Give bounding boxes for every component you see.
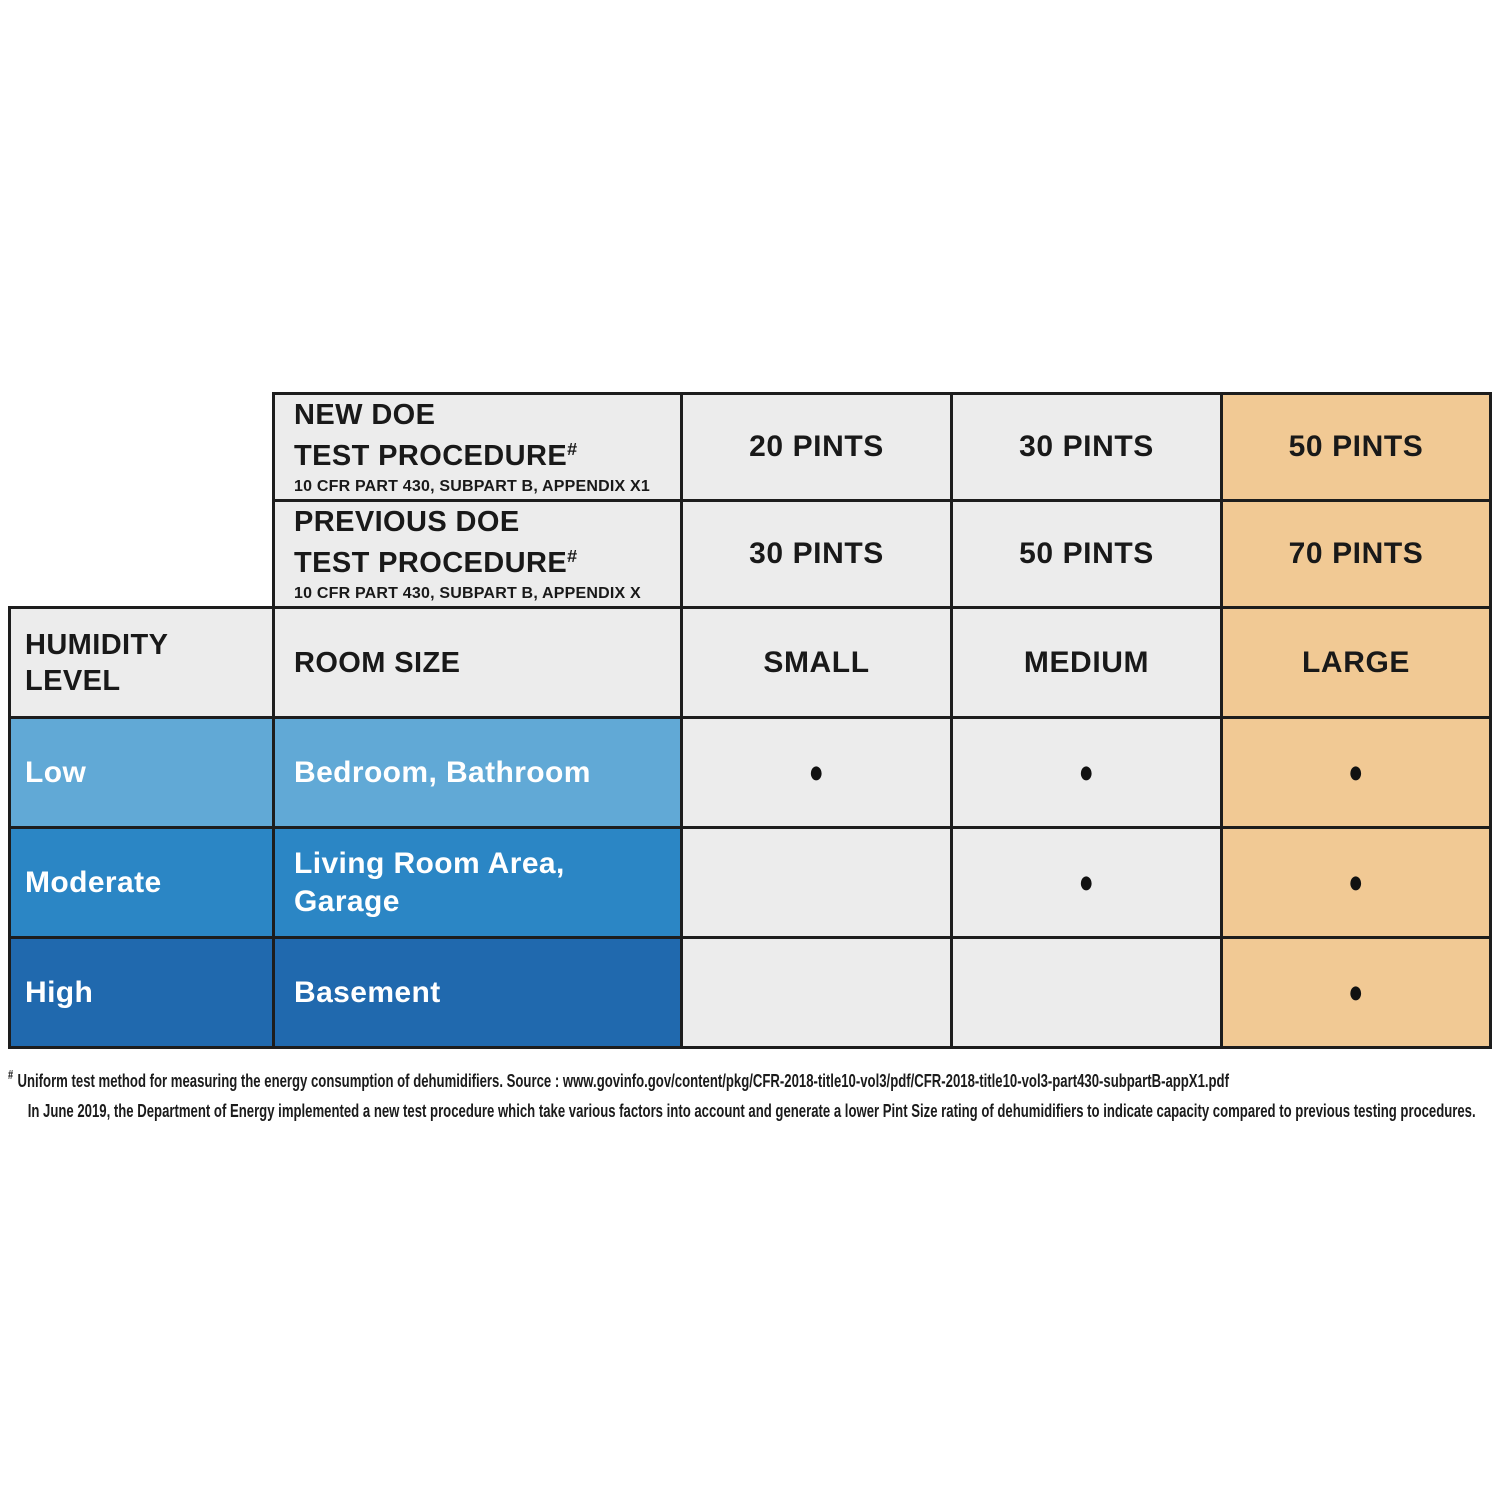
footnote-marker-sup: #: [567, 546, 578, 566]
dot-marker: ●: [1348, 973, 1364, 1011]
dot-cell-low-medium: ●: [953, 719, 1220, 826]
dot-marker: ●: [1078, 863, 1095, 901]
room-cell-living-room-garage: Living Room Area, Garage: [275, 829, 680, 936]
previous-doe-procedure-title: PREVIOUS DOE TEST PROCEDURE#: [294, 506, 578, 579]
size-header-medium-cell: MEDIUM: [953, 609, 1220, 716]
new-doe-procedure-header-cell: NEW DOE TEST PROCEDURE# 10 CFR PART 430,…: [275, 395, 680, 499]
footnote-marker-sup: #: [567, 439, 578, 459]
dot-cell-low-small: ●: [683, 719, 950, 826]
dot-cell-high-large: ●: [1223, 939, 1489, 1046]
footnote-line-1-text: Uniform test method for measuring the en…: [17, 1071, 1229, 1091]
humidity-row-high-label-cell: High: [11, 939, 272, 1046]
footnote-hash-marker: #: [8, 1068, 14, 1082]
humidity-high-label: High: [25, 975, 94, 1009]
room-cell-basement: Basement: [275, 939, 680, 1046]
dot-marker: ●: [1348, 863, 1364, 901]
dot-cell-high-medium: [953, 939, 1220, 1046]
previous-doe-large-pints-cell: 70 PINTS: [1223, 502, 1489, 606]
humidity-room-size-table: HUMIDITY LEVEL ROOM SIZE SMALL MEDIUM LA…: [8, 606, 1492, 1049]
room-high-label: Basement: [294, 975, 441, 1009]
room-moderate-label: Living Room Area, Garage: [294, 846, 565, 918]
humidity-low-label: Low: [25, 755, 87, 789]
dot-cell-moderate-small: [683, 829, 950, 936]
new-doe-large-pints-cell: 50 PINTS: [1223, 395, 1489, 499]
dot-marker: ●: [1348, 753, 1364, 791]
size-header-large-cell: LARGE: [1223, 609, 1489, 716]
humidity-row-moderate-label-cell: Moderate: [11, 829, 272, 936]
new-doe-medium-pints-cell: 30 PINTS: [953, 395, 1220, 499]
dot-marker: ●: [1078, 753, 1095, 791]
previous-doe-medium-pints-cell: 50 PINTS: [953, 502, 1220, 606]
previous-doe-procedure-subtitle: 10 CFR PART 430, SUBPART B, APPENDIX X: [294, 585, 641, 602]
footnote-line-1: # Uniform test method for measuring the e…: [8, 1060, 1468, 1096]
previous-doe-small-pints-cell: 30 PINTS: [683, 502, 950, 606]
humidity-row-low-label-cell: Low: [11, 719, 272, 826]
previous-doe-procedure-header-cell: PREVIOUS DOE TEST PROCEDURE# 10 CFR PART…: [275, 502, 680, 606]
dot-marker: ●: [808, 753, 825, 791]
new-doe-procedure-title: NEW DOE TEST PROCEDURE#: [294, 399, 578, 472]
doe-procedure-table: NEW DOE TEST PROCEDURE# 10 CFR PART 430,…: [272, 392, 1492, 609]
footnote-line-2: In June 2019, the Department of Energy i…: [27, 1101, 1476, 1121]
humidity-level-header-label: HUMIDITY LEVEL: [25, 628, 169, 697]
room-cell-bedroom-bathroom: Bedroom, Bathroom: [275, 719, 680, 826]
new-doe-small-pints-cell: 20 PINTS: [683, 395, 950, 499]
dot-cell-low-large: ●: [1223, 719, 1489, 826]
dot-cell-moderate-medium: ●: [953, 829, 1220, 936]
room-size-header-cell: ROOM SIZE: [275, 609, 680, 716]
dot-cell-moderate-large: ●: [1223, 829, 1489, 936]
humidity-level-header-cell: HUMIDITY LEVEL: [11, 609, 272, 716]
size-header-small-cell: SMALL: [683, 609, 950, 716]
dot-cell-high-small: [683, 939, 950, 1046]
room-size-header-label: ROOM SIZE: [294, 646, 461, 679]
new-doe-procedure-subtitle: 10 CFR PART 430, SUBPART B, APPENDIX X1: [294, 478, 651, 495]
humidity-moderate-label: Moderate: [25, 865, 162, 899]
room-low-label: Bedroom, Bathroom: [294, 755, 591, 789]
footnote: # Uniform test method for measuring the e…: [8, 1060, 1476, 1126]
